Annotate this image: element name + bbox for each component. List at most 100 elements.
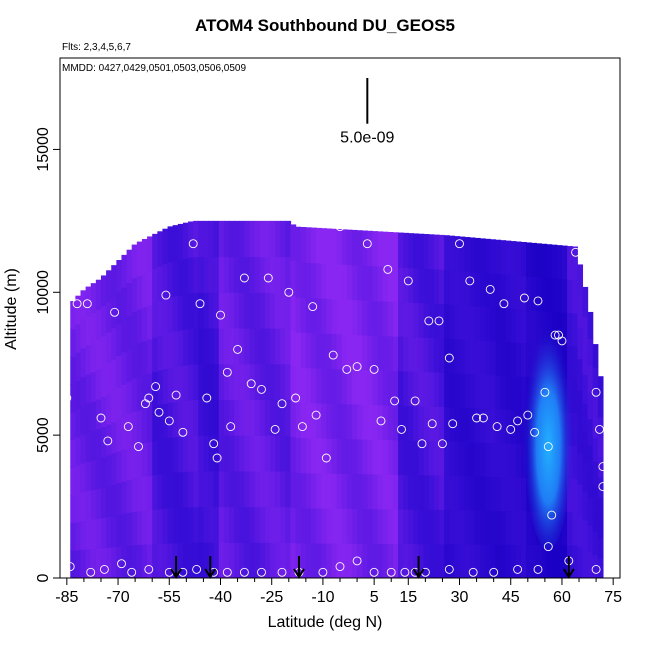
field-cell xyxy=(367,508,374,544)
field-cell xyxy=(433,509,440,545)
field-cell xyxy=(515,275,522,310)
field-cell xyxy=(157,265,164,302)
field-cell xyxy=(398,370,404,406)
field-cell xyxy=(597,396,604,418)
field-cell xyxy=(203,435,210,472)
field-cell xyxy=(244,542,251,578)
field-cell xyxy=(382,474,389,510)
sample-point xyxy=(577,247,587,257)
field-cell xyxy=(515,241,522,276)
field-cell xyxy=(474,543,481,578)
field-cell xyxy=(362,404,368,440)
field-cell xyxy=(295,261,302,298)
field-cell xyxy=(382,370,389,406)
field-cell xyxy=(408,405,415,441)
sample-point xyxy=(96,413,106,423)
field-cell xyxy=(172,331,179,367)
field-cell xyxy=(259,256,266,293)
field-cell xyxy=(367,473,374,510)
field-cell xyxy=(341,403,348,440)
field-cell xyxy=(403,439,409,476)
field-cell xyxy=(90,548,97,578)
field-cell xyxy=(295,472,302,509)
field-cell xyxy=(392,543,399,578)
field-cell xyxy=(597,517,604,539)
sample-point xyxy=(513,416,523,426)
field-cell xyxy=(136,342,143,377)
field-cell xyxy=(90,283,97,314)
field-cell xyxy=(357,543,363,578)
field-cell xyxy=(351,473,358,509)
field-cell xyxy=(218,435,225,472)
field-cell xyxy=(567,511,573,546)
field-cell xyxy=(485,442,491,477)
field-cell xyxy=(577,515,584,548)
field-cell xyxy=(382,266,389,302)
field-cell xyxy=(157,404,164,440)
field-cell xyxy=(346,543,353,578)
sample-point xyxy=(154,407,164,417)
field-cell xyxy=(270,328,276,365)
field-cell xyxy=(198,399,205,436)
field-cell xyxy=(300,227,307,263)
field-cell xyxy=(346,473,353,509)
field-cell xyxy=(351,264,358,301)
field-cell xyxy=(275,506,281,543)
field-cell xyxy=(172,295,179,332)
field-cell xyxy=(182,471,189,508)
field-cell xyxy=(444,235,450,271)
field-cell xyxy=(264,506,271,543)
field-cell xyxy=(423,406,430,442)
field-cell xyxy=(85,374,92,404)
field-cell xyxy=(90,489,97,520)
sample-point xyxy=(598,482,608,492)
field-cell xyxy=(454,407,461,442)
field-cell xyxy=(408,440,415,476)
field-cell xyxy=(290,224,297,261)
field-cell xyxy=(280,292,286,329)
field-cell xyxy=(80,376,87,406)
field-cell xyxy=(244,399,251,436)
field-cell xyxy=(382,543,389,578)
sample-point xyxy=(533,296,543,306)
field-cell xyxy=(111,421,117,454)
sample-point xyxy=(161,290,171,300)
field-cell xyxy=(572,445,578,480)
field-cell xyxy=(413,509,420,545)
field-cell xyxy=(331,368,338,404)
field-cell xyxy=(275,542,281,578)
field-cell xyxy=(413,543,420,578)
field-cell xyxy=(259,363,266,401)
field-cell xyxy=(439,543,445,578)
field-cell xyxy=(587,498,594,526)
field-cell xyxy=(377,439,384,475)
field-cell xyxy=(346,438,353,475)
field-cell xyxy=(75,380,82,410)
field-cell xyxy=(413,371,420,407)
field-cell xyxy=(505,510,512,545)
sample-point xyxy=(239,567,249,577)
scale-bar: 5.0e-09 xyxy=(340,78,395,147)
field-cell xyxy=(341,229,348,265)
field-cell xyxy=(111,546,117,578)
sample-point xyxy=(239,273,249,283)
field-cell xyxy=(418,233,425,269)
field-cell xyxy=(285,363,292,401)
field-cell xyxy=(505,476,512,512)
field-cell xyxy=(188,221,194,258)
field-cell xyxy=(203,506,210,543)
field-cell xyxy=(300,542,307,578)
field-cell xyxy=(362,473,368,510)
field-cell xyxy=(439,440,445,476)
field-cell xyxy=(592,437,599,462)
field-cell xyxy=(587,471,594,499)
sample-point xyxy=(188,239,198,249)
field-cell xyxy=(310,262,317,299)
field-cell xyxy=(331,508,338,544)
field-cell xyxy=(95,309,102,340)
field-cell xyxy=(285,399,292,436)
field-cell xyxy=(336,263,343,300)
field-cell xyxy=(234,328,240,365)
sample-point xyxy=(571,247,581,257)
field-cell xyxy=(428,303,435,339)
